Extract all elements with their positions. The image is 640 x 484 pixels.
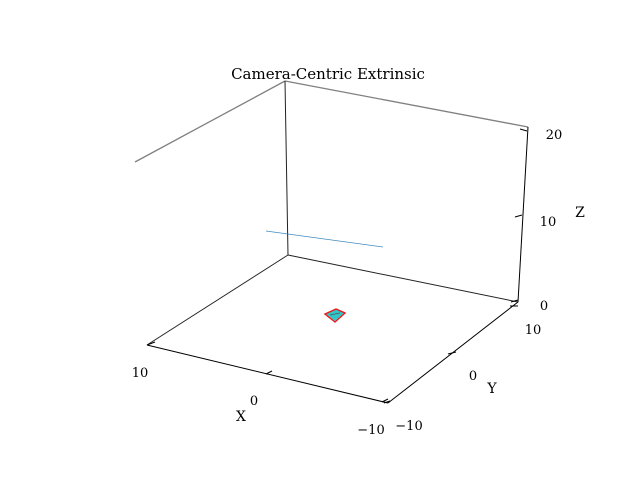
- z-axis-line: [517, 126, 529, 303]
- y-tick-label: 10: [525, 323, 542, 338]
- camera-ray-line: [265, 230, 384, 248]
- back-vertical-edge: [284, 80, 289, 256]
- z-tick-label: 10: [540, 215, 557, 230]
- z-tick-label: 20: [546, 128, 563, 143]
- z-tick-mark: [514, 214, 523, 218]
- x-tick-label: −10: [357, 423, 384, 438]
- x-tick-mark: [265, 370, 273, 375]
- y-tick-mark: [383, 400, 391, 404]
- back-edge-top-left: [134, 80, 286, 163]
- x-tick-label: 0: [250, 394, 258, 409]
- z-axis-label: Z: [575, 205, 585, 221]
- x-axis-label: X: [236, 409, 246, 425]
- x-tick-mark: [146, 341, 156, 346]
- x-tick-mark: [381, 398, 389, 403]
- calibration-board-inner-edge: [329, 312, 341, 316]
- y-tick-label: −10: [395, 419, 422, 434]
- back-edge-top-right: [284, 80, 529, 128]
- x-axis-line: [146, 344, 389, 404]
- chart-title: Camera-Centric Extrinsic: [231, 65, 425, 83]
- y-tick-mark: [447, 351, 457, 355]
- y-axis-label: Y: [486, 381, 497, 397]
- z-tick-label: 0: [540, 299, 548, 314]
- z-tick-mark: [510, 299, 519, 303]
- x-tick-label: 10: [132, 366, 149, 381]
- y-tick-label: 0: [469, 369, 477, 384]
- floor-back-left-edge: [146, 254, 289, 346]
- floor-back-right-edge: [287, 254, 519, 303]
- calibration-board-edge: [323, 308, 347, 323]
- z-tick-mark: [519, 128, 528, 132]
